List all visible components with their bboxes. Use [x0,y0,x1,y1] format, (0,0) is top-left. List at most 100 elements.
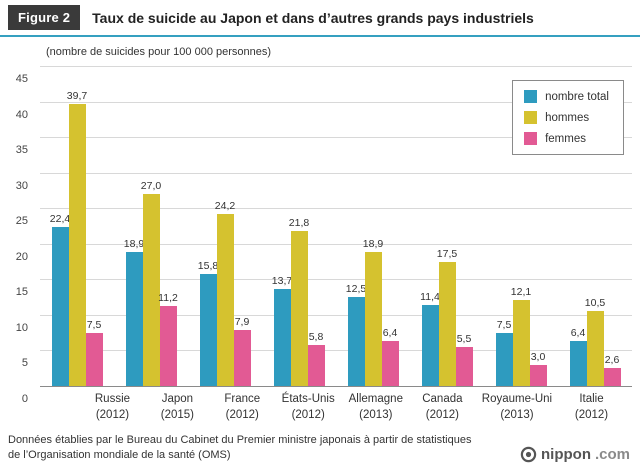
x-axis-labels: Russie (2012) Japon (2015) France (2012) États… [80,387,624,423]
y-tick-label: 20 [15,250,28,263]
bar-group: 11,4 17,5 5,5 [420,66,473,386]
category-label: Allemagne (2013) [349,392,403,423]
bar-value-label: 17,5 [436,247,458,260]
bar-value-label: 12,1 [510,285,532,298]
category-year: (2013) [500,408,534,421]
bar-nombre-total: 15,8 [198,260,218,386]
legend-label: femmes [545,132,586,145]
target-circle-icon [520,446,537,462]
category-year: (2012) [225,408,259,421]
bar-value-label: 10,5 [584,297,606,310]
bar-value-label: 2,6 [604,353,620,366]
bar-value-label: 12,5 [345,283,367,296]
legend-label: hommes [545,111,590,124]
bar-value-label: 5,5 [456,332,472,345]
bar-value-label: 39,7 [66,89,88,102]
y-tick-label: 10 [15,321,28,334]
category-year: (2013) [359,408,393,421]
category-label: Italie (2012) [566,392,617,423]
gridline [40,172,632,174]
bar-hommes: 10,5 [585,297,605,386]
bar-femmes: 11,2 [158,292,178,386]
bar-value-label: 5,8 [308,330,324,343]
bar-value-label: 22,4 [49,212,71,225]
category-name: Canada [422,393,463,405]
y-tick-label: 35 [15,144,28,157]
bar-hommes: 27,0 [141,180,161,386]
category-year: (2015) [160,408,194,421]
bar-value-label: 6,4 [570,326,586,339]
bar-group: 6,4 10,5 2,6 [569,66,621,386]
bar-hommes: 12,1 [511,286,531,386]
bar-value-label: 11,4 [420,290,440,303]
bar-group: 15,8 24,2 7,9 [198,66,251,386]
category-label: France (2012) [217,392,268,423]
category-year: (2012) [95,408,130,421]
bar-value-label: 13,7 [271,274,293,287]
bar-value-label: 11,2 [158,292,178,305]
y-tick-label: 40 [15,108,28,121]
nippon-com-logo: nippon .com [520,446,630,463]
figure-badge: Figure 2 [8,5,81,30]
legend-item: hommes [524,111,609,124]
gridline [40,208,632,210]
gridline [40,137,632,139]
category-year: (2012) [425,408,459,421]
category-name: Allemagne [348,393,403,405]
logo-text: nippon [541,445,591,463]
bar-group: 18,9 27,0 11,2 [124,66,178,386]
bar-hommes: 24,2 [215,200,235,386]
bar-value-label: 15,8 [197,259,219,272]
figure-header: Figure 2 Taux de suicide au Japon et dan… [0,0,640,37]
category-year: (2012) [291,408,325,421]
gridline [40,243,632,245]
category-label: Russie (2012) [87,392,138,423]
y-tick-label: 5 [21,357,28,370]
bar-groups: 22,4 39,7 7,5 18,9 27,0 11,2 15,8 24,2 7,9 13,7 21… [40,66,632,386]
bar-group: 7,5 12,1 3,0 [495,66,547,386]
y-tick-label: 45 [15,73,28,85]
bar-femmes: 2,6 [603,354,621,386]
bar-femmes: 7,5 [85,319,103,386]
legend-swatch [524,111,538,124]
legend-swatch [524,90,538,103]
bar-group: 13,7 21,8 5,8 [271,66,325,386]
bar-femmes: 7,9 [233,316,251,386]
legend: nombre total hommes femmes [512,80,624,155]
chart-unit-note: (nombre de suicides pour 100 000 personn… [46,46,272,58]
bar-value-label: 7,9 [234,315,250,328]
bar-value-label: 7,5 [496,318,512,331]
category-label: Royaume-Uni (2013) [482,392,552,423]
y-tick-label: 0 [21,393,28,405]
bar-value-label: 7,5 [86,318,102,331]
category-name: Russie [94,393,131,405]
bar-nombre-total: 22,4 [50,213,70,386]
bar-hommes: 39,7 [67,90,87,386]
bar-hommes: 17,5 [437,248,457,386]
bar-hommes: 21,8 [289,217,309,386]
gridline [40,314,632,316]
footer: Données établies par le Bureau du Cabine… [0,423,640,471]
bar-value-label: 18,9 [362,237,384,250]
logo-suffix: .com [594,445,630,463]
bar-value-label: 6,4 [382,326,398,339]
bar-nombre-total: 6,4 [569,327,587,386]
category-name: États-Unis [281,393,335,405]
bar-value-label: 3,0 [530,350,546,363]
category-label: Canada (2012) [417,392,468,423]
gridline [40,350,632,352]
gridline [40,279,632,281]
bar-nombre-total: 18,9 [124,238,144,386]
legend-label: nombre total [545,90,609,103]
y-tick-label: 15 [15,286,28,299]
bar-group: 12,5 18,9 6,4 [345,66,399,386]
bar-chart: 0 5 10 15 20 25 30 35 40 45 22,4 39,7 7,5 18,9 27,0 11… [0,66,640,423]
category-name: Italie [579,393,604,405]
bar-nombre-total: 7,5 [495,319,513,386]
y-axis: 0 5 10 15 20 25 30 35 40 45 [0,73,36,405]
category-label: États-Unis (2012) [282,392,335,423]
gridline [40,101,632,103]
category-label: Japon (2015) [152,392,203,423]
bar-value-label: 27,0 [140,180,162,192]
bar-group: 22,4 39,7 7,5 [50,66,103,386]
